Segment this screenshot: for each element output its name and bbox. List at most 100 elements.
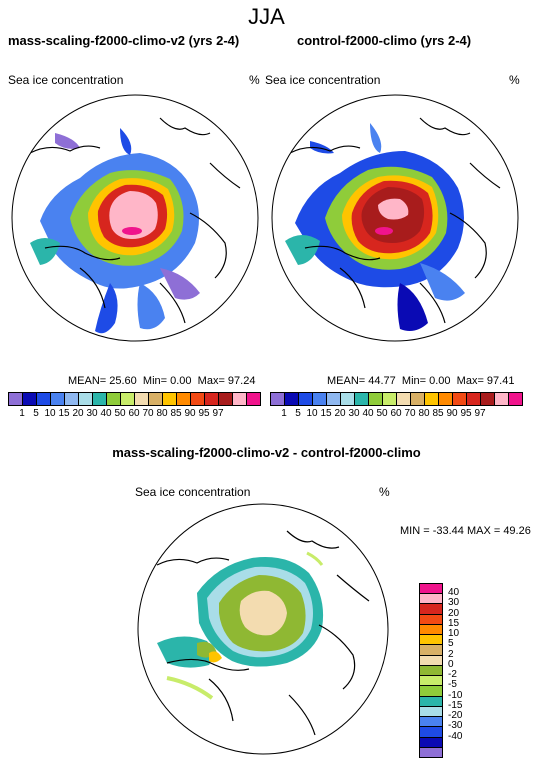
- colorbar-tick-label: 5: [33, 408, 39, 419]
- left-variable-label: Sea ice concentration: [8, 73, 124, 87]
- colorbar-tick-label: 85: [432, 408, 444, 419]
- left-max: Max= 97.24: [197, 375, 256, 387]
- diff-polar-map: [137, 503, 389, 755]
- colorbar-swatch: [382, 392, 397, 406]
- colorbar-swatch: [36, 392, 51, 406]
- colorbar-tick-label: 15: [58, 408, 70, 419]
- left-min: Min= 0.00: [142, 375, 192, 387]
- colorbar-tick-label: 30: [86, 408, 98, 419]
- colorbar-tick-label: 30: [348, 408, 360, 419]
- colorbar-tick-label: 40: [100, 408, 112, 419]
- colorbar-swatch: [204, 392, 219, 406]
- colorbar-swatch: [22, 392, 37, 406]
- colorbar-tick-label: 95: [460, 408, 472, 419]
- left-colorbar-ticks: 1 5 10 15 20 30 40 50 60 70 80 85 90 95 97: [8, 408, 260, 422]
- left-stats: MEAN= 25.60 Min= 0.00 Max= 97.24: [68, 375, 255, 387]
- colorbar-tick-label: 0: [448, 658, 454, 670]
- diff-panel-title: mass-scaling-f2000-climo-v2 - control-f2…: [112, 445, 421, 460]
- colorbar-tick-label: 97: [474, 408, 486, 419]
- colorbar-tick-label: 5: [295, 408, 301, 419]
- right-panel-title: control-f2000-climo (yrs 2-4): [297, 33, 472, 48]
- colorbar-swatch: [312, 392, 327, 406]
- colorbar-swatch: [354, 392, 369, 406]
- colorbar-swatch: [8, 392, 23, 406]
- colorbar-swatch: [410, 392, 425, 406]
- colorbar-tick-label: 50: [376, 408, 388, 419]
- season-title: JJA: [248, 4, 285, 29]
- colorbar-swatch: [368, 392, 383, 406]
- colorbar-swatch: [64, 392, 79, 406]
- colorbar-tick-label: 97: [212, 408, 224, 419]
- diff-variable-label: Sea ice concentration: [135, 485, 251, 499]
- colorbar-tick-label: -40: [448, 730, 463, 742]
- right-colorbar: [270, 392, 523, 406]
- colorbar-tick-label: -10: [448, 689, 463, 701]
- colorbar-swatch: [284, 392, 299, 406]
- colorbar-swatch: [120, 392, 135, 406]
- colorbar-swatch: [190, 392, 205, 406]
- colorbar-swatch: [494, 392, 509, 406]
- colorbar-tick-label: 80: [418, 408, 430, 419]
- colorbar-swatch: [78, 392, 93, 406]
- colorbar-tick-label: 40: [448, 587, 460, 599]
- diff-units-label: %: [379, 485, 390, 499]
- colorbar-swatch: [106, 392, 121, 406]
- left-polar-map: [11, 94, 259, 342]
- colorbar-tick-label: 95: [198, 408, 210, 419]
- colorbar-swatch: [50, 392, 65, 406]
- colorbar-tick-label: 5: [448, 638, 454, 650]
- colorbar-tick-label: 20: [72, 408, 84, 419]
- diff-colorbar: [419, 583, 443, 758]
- colorbar-swatch: [466, 392, 481, 406]
- colorbar-swatch: [270, 392, 285, 406]
- colorbar-tick-label: 15: [448, 617, 460, 629]
- colorbar-swatch: [340, 392, 355, 406]
- left-panel-title: mass-scaling-f2000-climo-v2 (yrs 2-4): [8, 33, 240, 48]
- colorbar-tick-label: 1: [281, 408, 287, 419]
- colorbar-tick-label: 15: [320, 408, 332, 419]
- colorbar-tick-label: 10: [44, 408, 56, 419]
- colorbar-tick-label: 2: [448, 648, 454, 660]
- colorbar-tick-label: 10: [306, 408, 318, 419]
- right-stats: MEAN= 44.77 Min= 0.00 Max= 97.41: [327, 375, 514, 387]
- right-max: Max= 97.41: [456, 375, 515, 387]
- diff-minmax: MIN = -33.44 MAX = 49.26: [400, 525, 531, 537]
- colorbar-swatch: [480, 392, 495, 406]
- colorbar-swatch: [396, 392, 411, 406]
- colorbar-tick-label: 90: [184, 408, 196, 419]
- colorbar-tick-label: 30: [448, 597, 460, 609]
- colorbar-tick-label: -20: [448, 710, 463, 722]
- colorbar-tick-label: 40: [362, 408, 374, 419]
- colorbar-tick-label: -30: [448, 720, 463, 732]
- colorbar-swatch: [176, 392, 191, 406]
- colorbar-swatch: [424, 392, 439, 406]
- colorbar-tick-label: 20: [334, 408, 346, 419]
- right-mean: MEAN= 44.77: [327, 375, 396, 387]
- colorbar-tick-label: 60: [390, 408, 402, 419]
- colorbar-swatch: [298, 392, 313, 406]
- right-min: Min= 0.00: [401, 375, 451, 387]
- colorbar-tick-label: 50: [114, 408, 126, 419]
- colorbar-tick-label: -5: [448, 679, 457, 691]
- colorbar-tick-label: -2: [448, 669, 457, 681]
- colorbar-swatch: [92, 392, 107, 406]
- colorbar-tick-label: 10: [448, 628, 460, 640]
- colorbar-tick-label: 20: [448, 607, 460, 619]
- colorbar-swatch: [419, 746, 443, 758]
- colorbar-swatch: [452, 392, 467, 406]
- left-units-label: %: [249, 73, 260, 87]
- colorbar-swatch: [326, 392, 341, 406]
- colorbar-swatch: [246, 392, 261, 406]
- right-polar-map: [271, 94, 519, 342]
- colorbar-tick-label: 80: [156, 408, 168, 419]
- colorbar-tick-label: -15: [448, 699, 463, 711]
- left-mean: MEAN= 25.60: [68, 375, 137, 387]
- colorbar-swatch: [148, 392, 163, 406]
- colorbar-swatch: [232, 392, 247, 406]
- colorbar-tick-label: 90: [446, 408, 458, 419]
- colorbar-swatch: [218, 392, 233, 406]
- left-colorbar: [8, 392, 261, 406]
- right-variable-label: Sea ice concentration: [265, 73, 381, 87]
- colorbar-tick-label: 85: [170, 408, 182, 419]
- diff-colorbar-ticks: 40 30 20 15 10 5 2 0 -2 -5 -10 -15 -20 -30 -40: [0, 583, 533, 757]
